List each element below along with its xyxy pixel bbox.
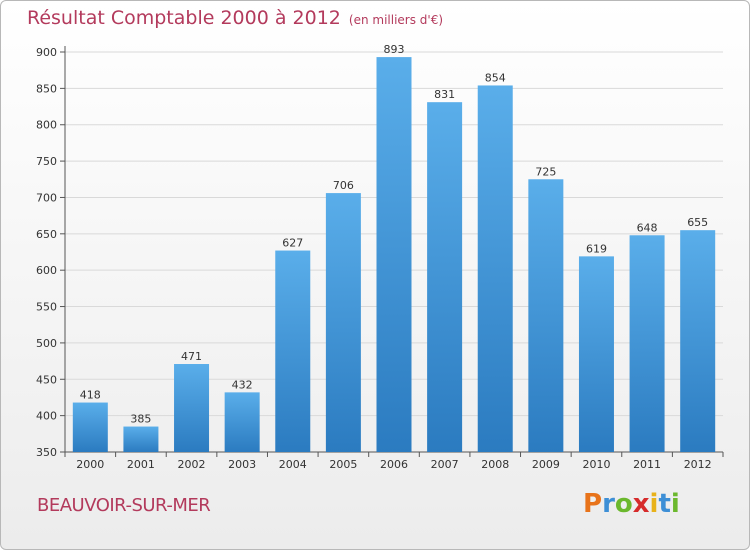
y-tick-label: 700 <box>36 191 57 204</box>
data-label: 854 <box>485 71 506 84</box>
y-tick-label: 650 <box>36 228 57 241</box>
y-tick-label: 800 <box>36 119 57 132</box>
logo-letter: t <box>658 489 671 519</box>
data-label: 831 <box>434 88 455 101</box>
bar-2006 <box>376 57 412 452</box>
bar-2010 <box>578 256 614 452</box>
data-label: 627 <box>282 237 303 250</box>
x-tick-label: 2003 <box>228 458 256 471</box>
logo-letter: o <box>614 489 633 519</box>
data-label: 648 <box>637 221 658 234</box>
x-tick-label: 2012 <box>684 458 712 471</box>
data-label: 432 <box>232 378 253 391</box>
proxiti-logo[interactable]: Proxiti <box>583 489 680 519</box>
y-tick-label: 850 <box>36 82 57 95</box>
x-tick-label: 2004 <box>279 458 307 471</box>
y-tick-label: 450 <box>36 373 57 386</box>
x-tick-label: 2008 <box>481 458 509 471</box>
x-tick-label: 2000 <box>76 458 104 471</box>
bars <box>72 57 716 453</box>
chart-title: Résultat Comptable 2000 à 2012 (en millie… <box>27 7 443 29</box>
bar-2002 <box>174 364 210 452</box>
bar-2008 <box>477 85 513 453</box>
logo-letter: i <box>670 489 680 519</box>
data-label: 655 <box>687 216 708 229</box>
bar-2003 <box>224 392 260 452</box>
bar-2005 <box>325 193 361 452</box>
chart-title-text: Résultat Comptable 2000 à 2012 <box>27 7 341 29</box>
y-tick-label: 600 <box>36 264 57 277</box>
x-tick-label: 2005 <box>329 458 357 471</box>
y-tick-label: 550 <box>36 301 57 314</box>
logo-letter: i <box>649 489 659 519</box>
bar-2009 <box>528 179 564 453</box>
labels: 350 400 450 500 550 600 650 700 750 800 850 900 418 2… <box>36 43 712 471</box>
bar-2012 <box>680 230 716 452</box>
bar-2000 <box>72 402 108 452</box>
x-tick-label: 2010 <box>582 458 610 471</box>
y-tick-label: 500 <box>36 337 57 350</box>
bar-2004 <box>275 250 311 452</box>
logo-letter: x <box>632 489 650 519</box>
data-label: 725 <box>535 165 556 178</box>
x-tick-label: 2009 <box>532 458 560 471</box>
location-name: BEAUVOIR-SUR-MER <box>37 495 211 516</box>
y-tick-label: 400 <box>36 410 57 423</box>
y-tick-label: 900 <box>36 46 57 59</box>
data-label: 418 <box>80 389 101 402</box>
x-tick-label: 2006 <box>380 458 408 471</box>
chart-subtitle: (en milliers d'€) <box>348 13 444 27</box>
x-tick-label: 2002 <box>178 458 206 471</box>
y-tick-label: 350 <box>36 446 57 459</box>
logo-letter: P <box>583 489 603 519</box>
y-tick-label: 750 <box>36 155 57 168</box>
data-label: 619 <box>586 242 607 255</box>
x-tick-label: 2007 <box>431 458 459 471</box>
bar-2007 <box>427 102 463 452</box>
x-tick-label: 2011 <box>633 458 661 471</box>
bar-2011 <box>629 235 665 452</box>
x-tick-label: 2001 <box>127 458 155 471</box>
data-label: 706 <box>333 179 354 192</box>
data-label: 385 <box>130 413 151 426</box>
data-label: 471 <box>181 350 202 363</box>
logo-letter: r <box>602 489 615 519</box>
data-label: 893 <box>384 43 405 56</box>
bar-2001 <box>123 426 159 452</box>
